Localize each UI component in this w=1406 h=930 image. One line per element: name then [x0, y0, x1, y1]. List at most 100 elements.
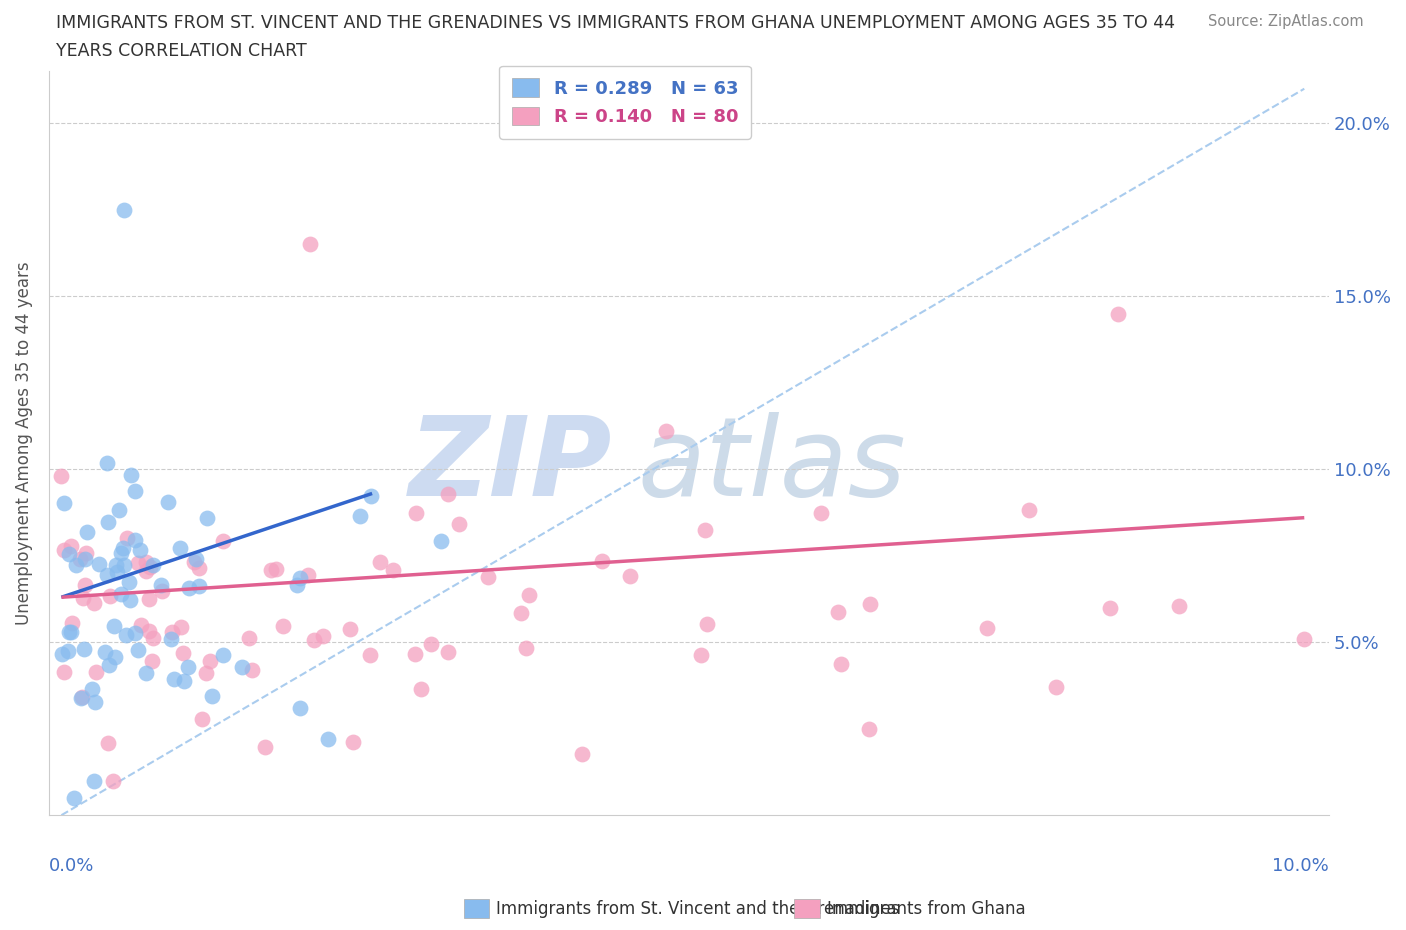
Point — [342, 735, 364, 750]
Point — [138, 560, 160, 575]
Point — [619, 568, 641, 583]
Text: 0.0%: 0.0% — [49, 857, 94, 875]
Point — [212, 533, 235, 548]
Point — [127, 555, 149, 570]
Text: 10.0%: 10.0% — [1272, 857, 1329, 875]
Text: YEARS CORRELATION CHART: YEARS CORRELATION CHART — [56, 42, 307, 60]
Point — [124, 484, 146, 498]
Point — [129, 618, 152, 632]
Point — [302, 632, 325, 647]
Point — [76, 525, 98, 539]
Text: ZIP: ZIP — [409, 412, 612, 519]
Point — [163, 671, 186, 686]
Point — [101, 774, 124, 789]
Point — [188, 561, 211, 576]
Point — [212, 648, 235, 663]
Point — [271, 618, 294, 633]
Point — [104, 650, 127, 665]
Point — [827, 604, 849, 619]
Point — [75, 545, 97, 560]
Point — [430, 534, 453, 549]
Point — [115, 627, 138, 642]
Point — [104, 558, 127, 573]
Point — [129, 542, 152, 557]
Point — [86, 665, 108, 680]
Point — [112, 203, 135, 218]
Point — [693, 522, 716, 537]
Point — [87, 556, 110, 571]
Point — [359, 647, 381, 662]
Point — [591, 553, 613, 568]
Point — [349, 508, 371, 523]
Point — [73, 642, 96, 657]
Point — [316, 732, 339, 747]
Point — [411, 682, 433, 697]
Point — [404, 646, 426, 661]
Point — [515, 641, 537, 656]
Point — [120, 467, 142, 482]
Point — [179, 580, 201, 595]
Point — [830, 657, 852, 671]
Point — [72, 591, 94, 605]
Point — [368, 555, 391, 570]
Point — [312, 629, 335, 644]
Point — [264, 562, 287, 577]
Point — [297, 567, 319, 582]
Point — [135, 564, 157, 578]
Point — [96, 567, 118, 582]
Point — [405, 506, 427, 521]
Point — [188, 578, 211, 593]
Point — [124, 533, 146, 548]
Point — [97, 514, 120, 529]
Point — [1107, 306, 1129, 321]
Point — [83, 595, 105, 610]
Point — [858, 722, 880, 737]
Point — [156, 495, 179, 510]
Point — [1018, 502, 1040, 517]
Text: Source: ZipAtlas.com: Source: ZipAtlas.com — [1208, 14, 1364, 29]
Text: atlas: atlas — [638, 412, 907, 519]
Point — [75, 552, 97, 567]
Point — [419, 636, 441, 651]
Point — [183, 554, 205, 569]
Point — [240, 662, 263, 677]
Point — [53, 543, 76, 558]
Point — [437, 486, 460, 501]
Point — [382, 563, 405, 578]
Point — [98, 588, 121, 603]
Point — [72, 689, 94, 704]
Point — [53, 665, 76, 680]
Point — [231, 659, 253, 674]
Point — [51, 646, 73, 661]
Point — [138, 591, 160, 606]
Point — [142, 557, 165, 572]
Point — [655, 424, 678, 439]
Point — [127, 643, 149, 658]
Point — [160, 631, 183, 646]
Point — [195, 511, 218, 525]
Point — [105, 565, 128, 580]
Point — [177, 659, 200, 674]
Point — [238, 631, 260, 645]
Point — [253, 740, 276, 755]
Text: IMMIGRANTS FROM ST. VINCENT AND THE GRENADINES VS IMMIGRANTS FROM GHANA UNEMPLOY: IMMIGRANTS FROM ST. VINCENT AND THE GREN… — [56, 14, 1175, 32]
Point — [98, 658, 121, 672]
Point — [70, 691, 93, 706]
Point — [696, 617, 718, 631]
Point — [93, 644, 115, 659]
Point — [195, 665, 218, 680]
Point — [112, 558, 135, 573]
Point — [58, 547, 80, 562]
Point — [51, 469, 73, 484]
Point — [173, 674, 195, 689]
Point — [339, 621, 361, 636]
Point — [107, 503, 129, 518]
Point — [84, 695, 107, 710]
Point — [260, 563, 283, 578]
Point — [160, 625, 183, 640]
Point — [58, 624, 80, 639]
Point — [169, 540, 191, 555]
Point — [73, 578, 96, 592]
Point — [52, 496, 75, 511]
Point — [1168, 599, 1191, 614]
